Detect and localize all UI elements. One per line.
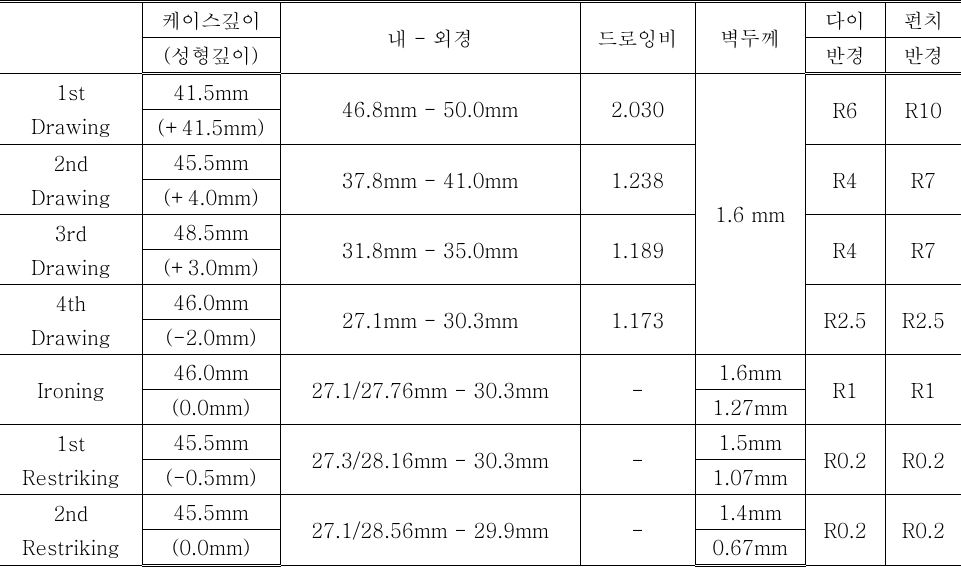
row-label-l1: 2nd — [0, 496, 142, 530]
row-label-l1: 1st — [0, 75, 142, 109]
depth-l1: 45.5mm — [142, 495, 280, 530]
row-label: 3rd Drawing — [0, 215, 142, 285]
diameter: 27.1/28.56mm - 29.9mm — [280, 495, 580, 566]
die-radius: R2.5 — [805, 285, 885, 355]
depth-l2: (+3.0mm) — [142, 250, 280, 285]
drawing-ratio: 1.238 — [580, 145, 695, 215]
depth-l1: 48.5mm — [142, 215, 280, 250]
punch-radius: R1 — [885, 355, 961, 425]
depth-l2: (0.0mm) — [142, 390, 280, 425]
row-label-l2: Drawing — [0, 320, 142, 354]
die-radius: R1 — [805, 355, 885, 425]
die-radius: R4 — [805, 145, 885, 215]
wall-thickness-l2: 1.07mm — [695, 460, 805, 495]
header-punch-radius-l1: 펀치 — [885, 2, 961, 38]
depth-l2: (0.0mm) — [142, 530, 280, 566]
row-label: Ironing — [0, 355, 142, 425]
row-label: 2nd Drawing — [0, 145, 142, 215]
wall-thickness-l2: 0.67mm — [695, 530, 805, 566]
drawing-process-table: 케이스깊이 내 - 외경 드로잉비 벽두께 다이 펀치 (성형깊이) 반경 반경… — [0, 0, 961, 567]
punch-radius: R7 — [885, 215, 961, 285]
row-label-l2: Restriking — [0, 460, 142, 494]
depth-l1: 45.5mm — [142, 425, 280, 460]
depth-l2: (-2.0mm) — [142, 320, 280, 355]
diameter: 27.3/28.16mm - 30.3mm — [280, 425, 580, 495]
row-label-l1: 3rd — [0, 216, 142, 250]
header-drawing-ratio: 드로잉비 — [580, 2, 695, 74]
row-label-l2: Drawing — [0, 180, 142, 214]
wall-thickness-l2: 1.27mm — [695, 390, 805, 425]
punch-radius: R0.2 — [885, 495, 961, 566]
header-inner-outer-diameter: 내 - 외경 — [280, 2, 580, 74]
wall-thickness-l1: 1.6mm — [695, 355, 805, 390]
wall-thickness-merged: 1.6 mm — [695, 74, 805, 355]
depth-l2: (+4.0mm) — [142, 180, 280, 215]
diameter: 27.1/27.76mm - 30.3mm — [280, 355, 580, 425]
die-radius: R0.2 — [805, 425, 885, 495]
punch-radius: R0.2 — [885, 425, 961, 495]
depth-l1: 46.0mm — [142, 355, 280, 390]
depth-l1: 45.5mm — [142, 145, 280, 180]
die-radius: R0.2 — [805, 495, 885, 566]
punch-radius: R10 — [885, 74, 961, 145]
depth-l2: (-0.5mm) — [142, 460, 280, 495]
row-label-l1: 2nd — [0, 146, 142, 180]
punch-radius: R2.5 — [885, 285, 961, 355]
header-case-depth-l1: 케이스깊이 — [142, 2, 280, 38]
row-label-l2: Drawing — [0, 250, 142, 284]
drawing-ratio: - — [580, 495, 695, 566]
header-wall-thickness: 벽두께 — [695, 2, 805, 74]
row-label-l1: 1st — [0, 426, 142, 460]
wall-thickness-l1: 1.4mm — [695, 495, 805, 530]
row-label-l1: 4th — [0, 286, 142, 320]
depth-l1: 41.5mm — [142, 74, 280, 110]
drawing-ratio: - — [580, 425, 695, 495]
die-radius: R4 — [805, 215, 885, 285]
wall-thickness-l1: 1.5mm — [695, 425, 805, 460]
drawing-ratio: 1.189 — [580, 215, 695, 285]
header-punch-radius-l2: 반경 — [885, 38, 961, 74]
header-die-radius-l1: 다이 — [805, 2, 885, 38]
punch-radius: R7 — [885, 145, 961, 215]
row-label: 4th Drawing — [0, 285, 142, 355]
drawing-ratio: - — [580, 355, 695, 425]
diameter: 46.8mm - 50.0mm — [280, 74, 580, 145]
header-case-depth-l2: (성형깊이) — [142, 38, 280, 74]
row-label: 1st Drawing — [0, 74, 142, 145]
diameter: 27.1mm - 30.3mm — [280, 285, 580, 355]
depth-l1: 46.0mm — [142, 285, 280, 320]
diameter: 37.8mm - 41.0mm — [280, 145, 580, 215]
header-empty — [0, 2, 142, 74]
row-label-l2: Drawing — [0, 109, 142, 143]
drawing-ratio: 2.030 — [580, 74, 695, 145]
depth-l2: (+41.5mm) — [142, 110, 280, 145]
header-die-radius-l2: 반경 — [805, 38, 885, 74]
row-label-l2: Restriking — [0, 530, 142, 564]
row-label: 1st Restriking — [0, 425, 142, 495]
drawing-ratio: 1.173 — [580, 285, 695, 355]
row-label: 2nd Restriking — [0, 495, 142, 566]
diameter: 31.8mm - 35.0mm — [280, 215, 580, 285]
die-radius: R6 — [805, 74, 885, 145]
